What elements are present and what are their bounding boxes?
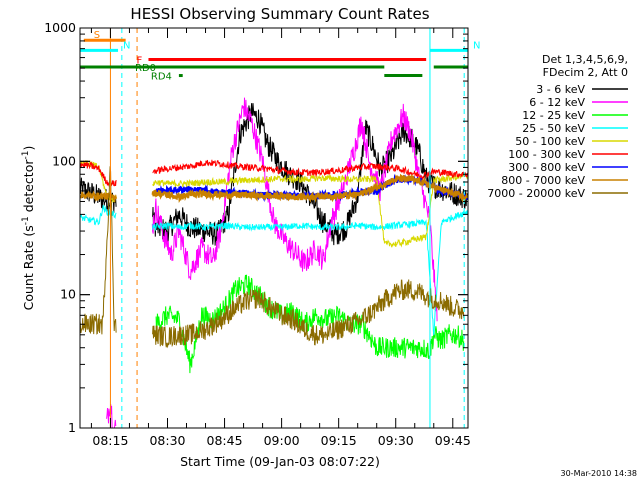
legend-label: 50 - 100 keV	[515, 135, 585, 148]
x-axis-label: Start Time (09-Jan-03 08:07:22)	[180, 454, 380, 469]
x-tick-label: 08:45	[207, 433, 243, 448]
x-tick-label: 08:15	[92, 433, 128, 448]
flag-label-rd0: RD0	[135, 63, 156, 74]
legend-label: 3 - 6 keV	[536, 83, 585, 96]
legend-label: 6 - 12 keV	[529, 96, 585, 109]
legend-header-line: FDecim 2, Att 0	[543, 66, 628, 79]
series-line-2	[106, 97, 438, 428]
x-tick-label: 09:45	[435, 433, 471, 448]
y-tick-label: 10	[60, 287, 76, 302]
flag-label-f: F	[136, 56, 142, 67]
flag-label-n: N	[473, 40, 480, 51]
x-tick-label: 09:00	[264, 433, 300, 448]
axis-layer: 08:15 08:30 08:45 09:00 09:15 09:30 09:45 1 10 10…	[44, 20, 471, 448]
y-tick-label: 100	[52, 153, 76, 168]
y-tick-label: 1	[68, 420, 76, 435]
y-axis-label: Count Rate (s-1 detector-1)	[21, 146, 36, 311]
plot-data-layer	[80, 28, 468, 428]
legend: Det 1,3,4,5,6,9,FDecim 2, Att 0 3 - 6 keV…	[487, 53, 628, 200]
legend-label: 12 - 25 keV	[522, 109, 585, 122]
flag-label-n: N	[123, 40, 130, 51]
timestamp: 30-Mar-2010 14:38	[561, 469, 638, 478]
legend-label: 300 - 800 keV	[508, 161, 585, 174]
series-line-3	[155, 274, 465, 374]
y-tick-label: 1000	[44, 20, 76, 35]
chart-title: HESSI Observing Summary Count Rates	[130, 5, 429, 23]
flag-label-s: S	[94, 30, 100, 41]
legend-label: 800 - 7000 keV	[501, 174, 585, 187]
x-tick-label: 09:15	[321, 433, 357, 448]
legend-label: 100 - 300 keV	[508, 148, 585, 161]
flag-label-rd4: RD4	[151, 72, 172, 83]
legend-label: 25 - 50 keV	[522, 122, 585, 135]
x-tick-label: 08:30	[149, 433, 185, 448]
x-tick-label: 09:30	[378, 433, 414, 448]
plot-frame	[79, 27, 469, 429]
legend-label: 7000 - 20000 keV	[487, 187, 585, 200]
legend-header-line: Det 1,3,4,5,6,9,	[542, 53, 628, 66]
